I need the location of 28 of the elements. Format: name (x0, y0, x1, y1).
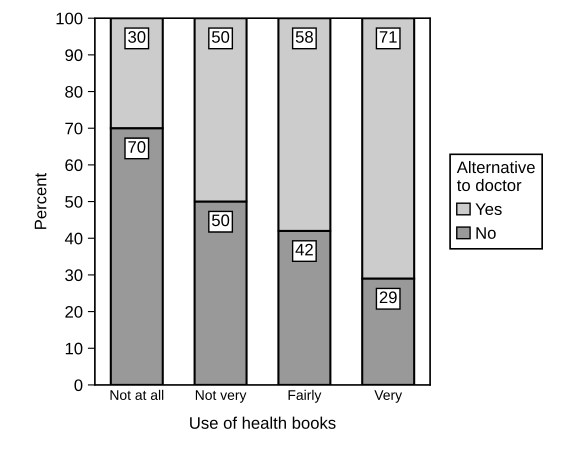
x-tick-label: Not very (196, 390, 246, 403)
data-label: 71 (380, 31, 397, 43)
legend-label: Yes (475, 203, 502, 216)
data-label: 70 (128, 141, 146, 153)
y-tick-label: 70 (65, 122, 82, 134)
y-tick-label: 0 (74, 379, 82, 392)
x-tick-label: Fairly (288, 390, 322, 403)
y-tick-label: 50 (65, 196, 82, 208)
x-tick-label: Very (374, 390, 402, 403)
y-tick-label: 100 (56, 12, 82, 24)
legend-label: No (476, 227, 496, 239)
data-label: 50 (212, 31, 230, 43)
y-axis-title: Percent (34, 172, 46, 229)
data-label: 58 (296, 31, 313, 43)
y-tick-label: 10 (66, 342, 82, 354)
data-label: 50 (212, 214, 230, 226)
x-tick-label: Not at all (110, 390, 164, 400)
y-tick-label: 60 (65, 159, 82, 172)
y-tick-label: 90 (65, 49, 82, 62)
x-axis-title: Use of health books (190, 416, 336, 429)
y-tick-label: 20 (65, 306, 82, 318)
y-tick-label: 40 (64, 232, 82, 244)
data-label: 29 (380, 291, 397, 304)
y-tick-label: 80 (65, 86, 82, 98)
y-tick-label: 30 (65, 269, 82, 282)
legend-title: Alternative to doctor (456, 160, 535, 192)
data-label: 30 (128, 31, 146, 43)
data-label: 42 (296, 244, 313, 256)
